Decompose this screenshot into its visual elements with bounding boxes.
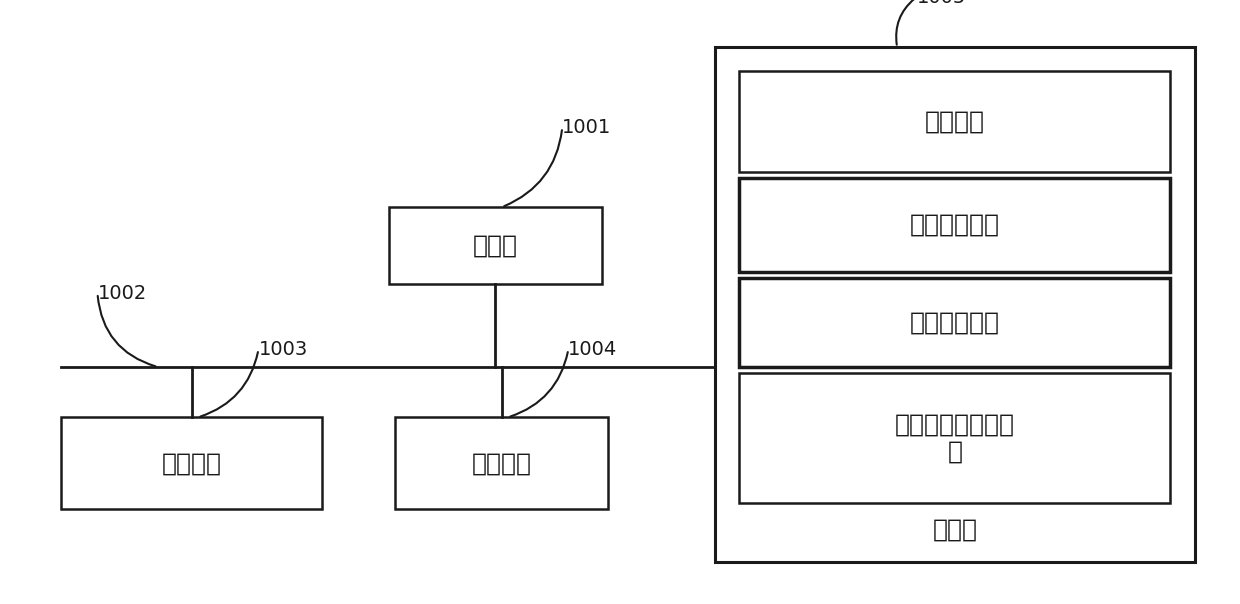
Text: 用户接口模块: 用户接口模块 bbox=[910, 310, 999, 335]
Bar bbox=[714, 48, 1195, 562]
Text: 网络接口: 网络接口 bbox=[471, 451, 532, 475]
Text: 操作系统: 操作系统 bbox=[925, 109, 985, 133]
Text: 1002: 1002 bbox=[98, 284, 146, 303]
Bar bbox=[739, 373, 1171, 503]
Bar bbox=[396, 417, 608, 509]
Bar bbox=[61, 417, 322, 509]
Text: 1003: 1003 bbox=[258, 340, 308, 359]
Text: 1001: 1001 bbox=[562, 118, 611, 137]
Text: 网络通信模块: 网络通信模块 bbox=[910, 213, 999, 237]
Text: 1004: 1004 bbox=[568, 340, 618, 359]
Text: 处理器: 处理器 bbox=[472, 234, 518, 258]
Bar bbox=[389, 207, 601, 284]
Text: 电加热故障检测程
序: 电加热故障检测程 序 bbox=[895, 413, 1014, 464]
Text: 存储器: 存储器 bbox=[932, 518, 977, 542]
Text: 1005: 1005 bbox=[916, 0, 966, 7]
Bar bbox=[739, 71, 1171, 172]
Bar bbox=[739, 178, 1171, 272]
Bar bbox=[739, 278, 1171, 367]
Text: 用户接口: 用户接口 bbox=[161, 451, 222, 475]
